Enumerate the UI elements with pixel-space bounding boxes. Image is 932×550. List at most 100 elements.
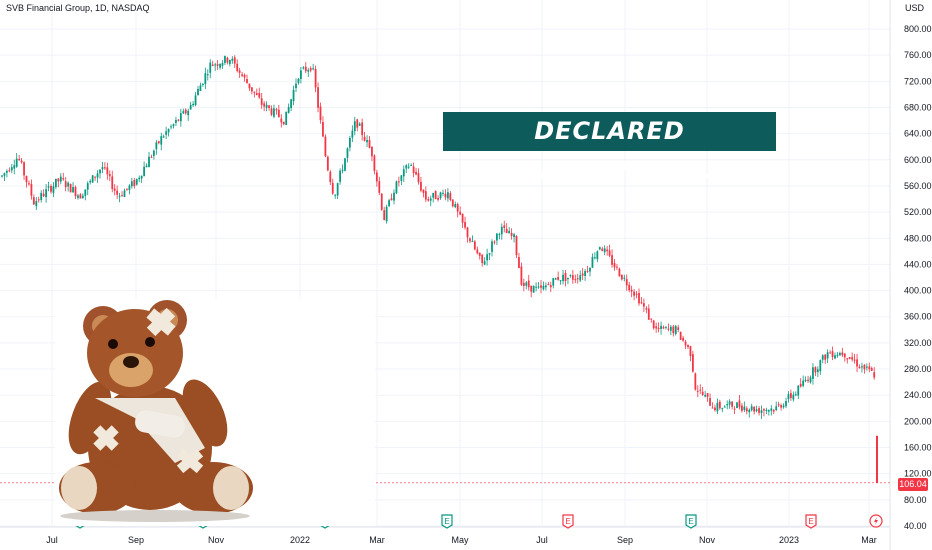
candle-body: [743, 406, 746, 411]
candle-body: [858, 366, 861, 369]
candle-body: [170, 126, 172, 128]
candle-body: [143, 166, 145, 176]
symbol-title[interactable]: SVB Financial Group, 1D, NASDAQ: [6, 3, 150, 13]
candle-body: [84, 189, 87, 196]
candle-body: [873, 372, 876, 378]
candle-body: [716, 402, 719, 412]
candle-body: [640, 302, 643, 304]
candle-body: [317, 87, 319, 108]
candle-body: [346, 148, 349, 158]
candle-body: [329, 171, 332, 183]
candle-body: [520, 266, 523, 285]
candle-body: [253, 91, 256, 93]
candle-body: [113, 188, 116, 191]
candle-body: [69, 183, 72, 193]
earnings-icon[interactable]: E: [805, 514, 817, 529]
time-axis[interactable]: Jul Sep Nov 2022 Mar May Jul Sep Nov 2023 Mar: [46, 535, 877, 545]
flash-icon[interactable]: [869, 514, 883, 528]
currency-label: USD: [905, 3, 925, 13]
candle-body: [802, 380, 805, 386]
candle-body: [339, 170, 341, 182]
candle-body: [165, 131, 168, 135]
candle-body: [412, 166, 415, 174]
candle-body: [542, 285, 545, 290]
candle-body: [584, 271, 586, 276]
candle-body: [265, 104, 268, 108]
candle-body: [67, 182, 70, 187]
candle-body: [189, 105, 192, 110]
price-axis[interactable]: 40.00 80.00 120.00 160.00 200.00 240.00 280.00…: [904, 24, 932, 531]
y-tick-label: 520.00: [904, 207, 932, 217]
candle-body: [711, 407, 714, 409]
candle-body: [300, 70, 302, 79]
candle-body: [358, 123, 361, 126]
candle-body: [182, 111, 185, 114]
candle-body: [204, 73, 207, 84]
candle-body: [304, 66, 307, 72]
candle-body: [647, 308, 650, 320]
candle-body: [591, 257, 594, 268]
candle-body: [611, 255, 613, 265]
earnings-icon[interactable]: E: [685, 514, 697, 529]
candle-body: [608, 250, 611, 256]
y-tick-label: 120.00: [904, 469, 932, 479]
candle-body: [42, 193, 45, 197]
candle-body: [47, 186, 50, 188]
y-tick-label: 400.00: [904, 286, 932, 296]
candle-body: [216, 64, 219, 66]
candle-body: [407, 166, 410, 168]
candle-body: [263, 103, 266, 107]
candle-body: [57, 178, 60, 182]
x-tick-label: Nov: [699, 535, 716, 545]
candle-body: [81, 195, 84, 199]
earnings-icon[interactable]: E: [562, 514, 574, 529]
candle-body: [846, 358, 849, 360]
candle-body: [576, 278, 579, 280]
candle-body: [371, 146, 373, 157]
candle-body: [228, 60, 231, 65]
candle-body: [336, 183, 339, 196]
candle-body: [473, 241, 476, 250]
y-tick-label: 80.00: [904, 495, 927, 505]
candle-body: [344, 158, 346, 171]
candle-body: [277, 109, 280, 118]
candle-body: [434, 191, 437, 200]
candle-body: [461, 213, 464, 223]
y-tick-label: 40.00: [904, 521, 927, 531]
candle-body: [841, 352, 844, 356]
candle-body: [415, 171, 417, 175]
candle-body: [145, 165, 148, 168]
candle-body: [694, 373, 697, 390]
candle-body: [238, 70, 241, 73]
candle-body: [518, 257, 520, 269]
candle-body: [241, 74, 243, 76]
candle-body: [865, 366, 868, 368]
candle-body: [224, 56, 226, 63]
candle-body: [721, 408, 724, 410]
candle-body: [643, 303, 645, 307]
candle-body: [243, 74, 246, 78]
y-tick-label: 600.00: [904, 155, 932, 165]
candle-body: [219, 64, 221, 68]
candle-body: [821, 355, 824, 360]
candle-body: [657, 327, 660, 330]
candle-body: [351, 130, 354, 138]
candle-body: [655, 326, 658, 329]
candle-body: [251, 87, 253, 92]
x-tick-label: May: [451, 535, 469, 545]
candle-body: [116, 190, 119, 195]
candle-body: [99, 169, 101, 174]
injured-teddy-bear-image: [55, 298, 375, 526]
candle-body: [175, 120, 177, 123]
candle-body: [633, 291, 635, 296]
candle-body: [138, 177, 141, 180]
candle-body: [601, 248, 604, 251]
y-tick-label: 440.00: [904, 259, 932, 269]
candle-body: [322, 122, 324, 137]
candle-body: [537, 286, 540, 288]
candle-body: [684, 341, 687, 346]
candle-body: [826, 352, 829, 359]
earnings-icon[interactable]: E: [441, 514, 453, 529]
candle-body: [780, 405, 782, 408]
candle-body: [728, 401, 731, 405]
